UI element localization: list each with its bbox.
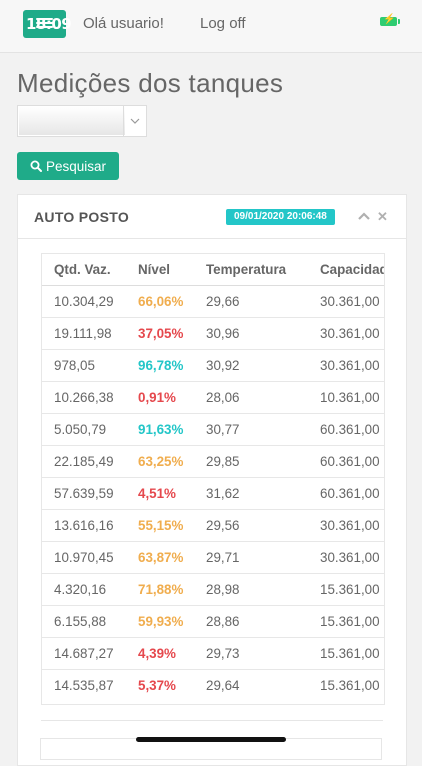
cell-qtd-vaz: 4.320,16 [42,573,126,606]
tank-select-value [19,107,125,135]
cell-temperatura: 29,73 [194,637,308,670]
cell-nivel: 4,51% [126,477,194,510]
cell-temperatura: 28,86 [194,605,308,638]
cell-nivel: 63,25% [126,445,194,478]
cell-nivel: 4,39% [126,637,194,670]
cell-capacidade: 15.361,00 [308,669,384,701]
chevron-up-icon[interactable] [358,212,370,220]
table-header-row: Qtd. Vaz. Nível Temperatura Capacidade [42,254,384,286]
status-time: 18:09 [26,15,72,33]
cell-qtd-vaz: 6.155,88 [42,605,126,638]
table-row: 22.185,49 63,25% 29,85 60.361,00 [42,445,384,478]
cell-temperatura: 29,56 [194,509,308,542]
panel-divider [41,720,383,721]
table-row: 14.687,27 4,39% 29,73 15.361,00 [42,637,384,670]
cell-qtd-vaz: 978,05 [42,349,126,382]
cell-temperatura: 28,98 [194,573,308,606]
table-row: 57.639,59 4,51% 31,62 60.361,00 [42,477,384,510]
cell-capacidade: 30.361,00 [308,317,384,350]
tank-table: Qtd. Vaz. Nível Temperatura Capacidade 1… [42,254,384,701]
table-row: 10.970,45 63,87% 29,71 30.361,00 [42,541,384,574]
cell-capacidade: 15.361,00 [308,573,384,606]
cell-qtd-vaz: 10.266,38 [42,381,126,414]
cell-qtd-vaz: 19.111,98 [42,317,126,350]
hamburger-icon [36,18,53,29]
header-qtd-vaz: Qtd. Vaz. [42,254,126,286]
cell-nivel: 37,05% [126,317,194,350]
cell-capacidade: 60.361,00 [308,477,384,510]
cell-qtd-vaz: 13.616,16 [42,509,126,542]
cell-temperatura: 29,66 [194,285,308,318]
menu-toggle-button[interactable]: 18:09 [23,10,72,38]
timestamp-badge: 09/01/2020 20:06:48 [226,209,335,225]
search-button[interactable]: Pesquisar [17,152,119,180]
cell-nivel: 96,78% [126,349,194,382]
cell-temperatura: 29,85 [194,445,308,478]
cell-temperatura: 30,96 [194,317,308,350]
cell-temperatura: 28,06 [194,381,308,414]
cell-capacidade: 15.361,00 [308,605,384,638]
table-row: 4.320,16 71,88% 28,98 15.361,00 [42,573,384,606]
cell-temperatura: 29,71 [194,541,308,574]
close-icon[interactable]: ✕ [377,209,388,224]
cell-capacidade: 10.361,00 [308,381,384,414]
table-row: 10.304,29 66,06% 29,66 30.361,00 [42,285,384,318]
greeting-link[interactable]: Olá usuario! [83,15,164,32]
cell-nivel: 59,93% [126,605,194,638]
header-nivel: Nível [126,254,194,286]
cell-qtd-vaz: 10.970,45 [42,541,126,574]
cell-nivel: 91,63% [126,413,194,446]
search-button-label: Pesquisar [45,158,107,174]
tank-table-container[interactable]: Qtd. Vaz. Nível Temperatura Capacidade 1… [41,253,385,705]
cell-temperatura: 29,64 [194,669,308,701]
cell-qtd-vaz: 5.050,79 [42,413,126,446]
cell-temperatura: 30,77 [194,413,308,446]
home-indicator[interactable] [136,737,286,742]
cell-nivel: 66,06% [126,285,194,318]
table-row: 13.616,16 55,15% 29,56 30.361,00 [42,509,384,542]
cell-capacidade: 60.361,00 [308,445,384,478]
cell-capacidade: 15.361,00 [308,637,384,670]
cell-nivel: 71,88% [126,573,194,606]
page-title: Medições dos tanques [17,68,284,98]
cell-capacidade: 30.361,00 [308,541,384,574]
table-row: 978,05 96,78% 30,92 30.361,00 [42,349,384,382]
table-row: 10.266,38 0,91% 28,06 10.361,00 [42,381,384,414]
search-icon [30,160,42,172]
cell-capacidade: 30.361,00 [308,349,384,382]
cell-qtd-vaz: 14.535,87 [42,669,126,701]
cell-nivel: 63,87% [126,541,194,574]
cell-qtd-vaz: 14.687,27 [42,637,126,670]
header-capacidade: Capacidade [308,254,384,286]
chevron-down-icon[interactable] [123,106,146,136]
cell-temperatura: 31,62 [194,477,308,510]
panel-header: AUTO POSTO 09/01/2020 20:06:48 ✕ [18,195,406,239]
cell-qtd-vaz: 22.185,49 [42,445,126,478]
cell-capacidade: 30.361,00 [308,509,384,542]
cell-capacidade: 60.361,00 [308,413,384,446]
top-navbar: 18:09 Olá usuario! Log off ⚡ [0,0,422,53]
cell-nivel: 0,91% [126,381,194,414]
cell-temperatura: 30,92 [194,349,308,382]
table-row: 14.535,87 5,37% 29,64 15.361,00 [42,669,384,701]
cell-capacidade: 30.361,00 [308,285,384,318]
panel-title: AUTO POSTO [34,209,130,225]
table-row: 5.050,79 91,63% 30,77 60.361,00 [42,413,384,446]
table-row: 19.111,98 37,05% 30,96 30.361,00 [42,317,384,350]
header-temperatura: Temperatura [194,254,308,286]
cell-nivel: 55,15% [126,509,194,542]
cell-qtd-vaz: 57.639,59 [42,477,126,510]
logoff-link[interactable]: Log off [200,15,246,32]
table-row: 6.155,88 59,93% 28,86 15.361,00 [42,605,384,638]
cell-nivel: 5,37% [126,669,194,701]
cell-qtd-vaz: 10.304,29 [42,285,126,318]
tank-panel: AUTO POSTO 09/01/2020 20:06:48 ✕ Qtd. Va… [17,194,407,766]
tank-select[interactable] [17,105,147,137]
battery-icon: ⚡ [380,14,400,26]
